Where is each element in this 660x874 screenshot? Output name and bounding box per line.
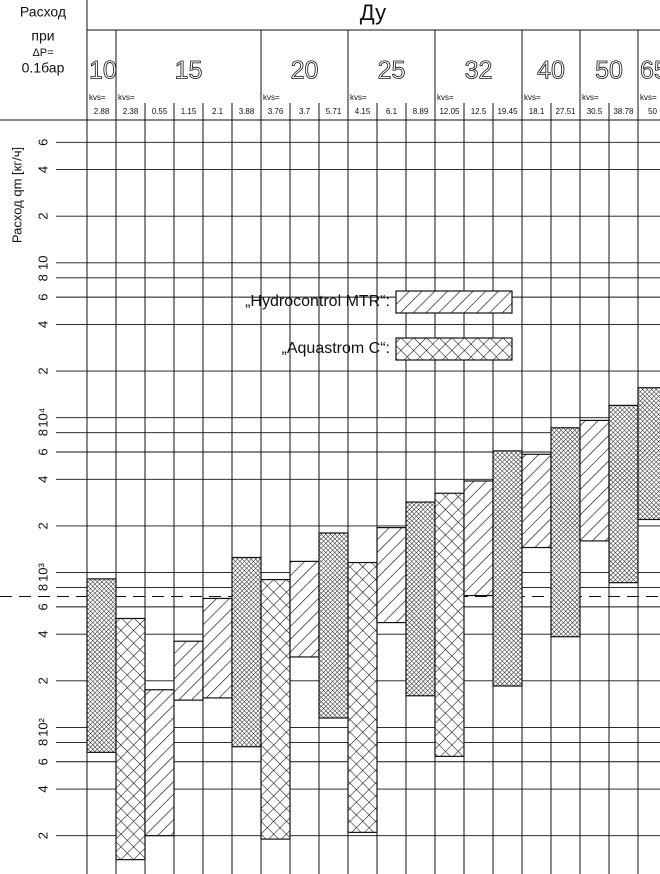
kvs-value: 12.5 [471,107,487,116]
kvs-prefix: kvs= [263,93,280,102]
kvs-value: 3.88 [239,107,255,116]
kvs-prefix: kvs= [350,93,367,102]
y-tick-label: 6 [35,294,50,301]
y-tick-label: 6 [35,448,50,455]
y-tick-label: 2 [35,832,50,839]
dn-label: 20 [291,57,319,85]
kvs-value: 1.15 [181,107,197,116]
range-bar [463,480,494,597]
y-tick-label: 4 [35,321,50,328]
y-tick-label: 6 [35,603,50,610]
range-bar [318,532,349,719]
kvs-value: 0.55 [152,107,168,116]
corner-label: при [31,28,54,44]
range-bar [405,501,436,697]
y-tick-label: 2 [35,213,50,220]
kvs-value: 2.38 [123,107,139,116]
kvs-value: 2.1 [212,107,224,116]
y-tick-label: 8 [35,739,50,746]
kvs-prefix: kvs= [582,93,599,102]
kvs-value: 12.05 [439,107,460,116]
range-bar [347,561,378,833]
range-bar [115,617,146,861]
y-tick-label: 4 [35,631,50,638]
chart-title: Ду [360,0,386,25]
range-bar [434,492,465,757]
range-bar [376,527,407,624]
kvs-value: 4.15 [355,107,371,116]
range-bar [231,556,262,748]
range-bar [521,453,552,549]
range-bar [637,387,660,521]
dn-label: 65 [640,57,660,85]
y-axis-title: Расход qm [кг/ч] [9,147,24,243]
kvs-value: 3.7 [299,107,311,116]
range-bar [202,597,233,699]
kvs-value: 5.71 [326,107,342,116]
corner-label: ΔP= [32,47,53,59]
kvs-value: 3.76 [268,107,284,116]
y-tick-label: 2 [35,522,50,529]
y-tick-label: 8 [35,274,50,281]
y-tick-label: 2 [35,677,50,684]
kvs-value: 30.5 [587,107,603,116]
corner-label: Расход [20,4,66,20]
legend-swatch [395,290,513,314]
y-tick-label: 6 [35,139,50,146]
legend-label: „Hydrocontrol MTR“: [245,293,390,310]
kvs-value: 50 [648,107,657,116]
y-tick-label: 6 [35,758,50,765]
range-bar [579,419,610,542]
dn-label: 50 [595,57,623,85]
kvs-prefix: kvs= [640,93,657,102]
legend-label: „Aquastrom C“: [282,340,390,357]
range-bar [144,689,175,837]
y-tick-label: 8 [35,429,50,436]
kvs-value: 27.51 [555,107,576,116]
kvs-prefix: kvs= [89,93,106,102]
kvs-value: 38.78 [613,107,634,116]
dn-label: 25 [378,57,406,85]
kvs-prefix: kvs= [437,93,454,102]
y-tick-label: 10⁴ [35,408,50,428]
kvs-prefix: kvs= [118,93,135,102]
range-bar [260,579,291,840]
y-tick-label: 10 [35,256,50,270]
y-tick-label: 10² [35,717,50,736]
y-tick-label: 4 [35,476,50,483]
kvs-value: 18.1 [529,107,545,116]
kvs-value: 8.89 [413,107,429,116]
corner-label: 0.1бар [22,60,65,76]
range-bar [550,427,581,638]
range-bar [289,560,320,658]
dn-label: 15 [175,57,203,85]
y-tick-label: 4 [35,785,50,792]
y-tick-label: 2 [35,367,50,374]
range-bar [173,640,204,701]
kvs-value: 19.45 [497,107,518,116]
dn-label: 40 [537,57,565,85]
y-tick-label: 8 [35,584,50,591]
dn-label: 32 [465,57,493,85]
kvs-value: 6.1 [386,107,398,116]
range-bar [492,450,523,687]
range-bar [608,404,639,584]
y-tick-label: 4 [35,166,50,173]
dn-label: 10 [89,57,117,85]
kvs-value: 2.88 [94,107,110,116]
range-bar [86,578,117,753]
kvs-prefix: kvs= [524,93,541,102]
legend-swatch [395,337,513,361]
y-tick-label: 10³ [35,562,50,581]
